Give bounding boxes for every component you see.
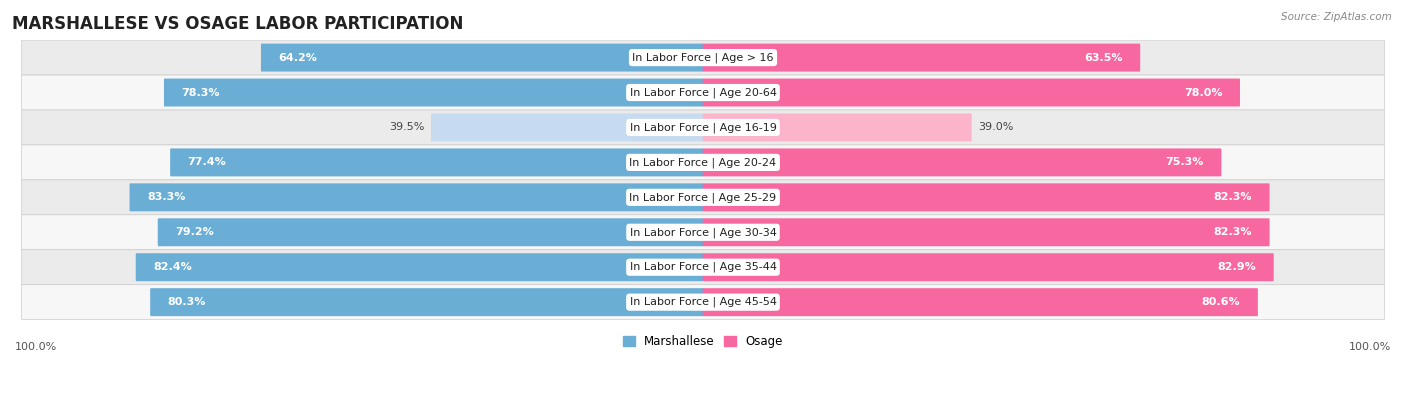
Text: In Labor Force | Age > 16: In Labor Force | Age > 16 <box>633 52 773 63</box>
Text: In Labor Force | Age 20-64: In Labor Force | Age 20-64 <box>630 87 776 98</box>
FancyBboxPatch shape <box>21 180 1385 215</box>
Text: 82.3%: 82.3% <box>1213 192 1251 202</box>
FancyBboxPatch shape <box>150 288 703 316</box>
Text: In Labor Force | Age 16-19: In Labor Force | Age 16-19 <box>630 122 776 133</box>
FancyBboxPatch shape <box>21 285 1385 320</box>
Text: 75.3%: 75.3% <box>1166 157 1204 167</box>
FancyBboxPatch shape <box>165 79 703 107</box>
Text: 39.5%: 39.5% <box>389 122 425 132</box>
Text: 82.3%: 82.3% <box>1213 227 1251 237</box>
Text: 78.3%: 78.3% <box>181 88 219 98</box>
FancyBboxPatch shape <box>703 183 1270 211</box>
Text: Source: ZipAtlas.com: Source: ZipAtlas.com <box>1281 12 1392 22</box>
FancyBboxPatch shape <box>21 75 1385 110</box>
FancyBboxPatch shape <box>430 113 703 141</box>
FancyBboxPatch shape <box>21 40 1385 75</box>
FancyBboxPatch shape <box>157 218 703 246</box>
Text: In Labor Force | Age 35-44: In Labor Force | Age 35-44 <box>630 262 776 273</box>
Text: 100.0%: 100.0% <box>1348 342 1391 352</box>
Text: In Labor Force | Age 45-54: In Labor Force | Age 45-54 <box>630 297 776 307</box>
FancyBboxPatch shape <box>703 253 1274 281</box>
Text: In Labor Force | Age 20-24: In Labor Force | Age 20-24 <box>630 157 776 167</box>
FancyBboxPatch shape <box>21 250 1385 285</box>
FancyBboxPatch shape <box>129 183 703 211</box>
Text: 79.2%: 79.2% <box>176 227 214 237</box>
FancyBboxPatch shape <box>136 253 703 281</box>
FancyBboxPatch shape <box>703 79 1240 107</box>
Text: 82.4%: 82.4% <box>153 262 193 272</box>
Text: 83.3%: 83.3% <box>148 192 186 202</box>
Text: 77.4%: 77.4% <box>187 157 226 167</box>
Text: 82.9%: 82.9% <box>1218 262 1256 272</box>
Text: In Labor Force | Age 30-34: In Labor Force | Age 30-34 <box>630 227 776 237</box>
Text: 78.0%: 78.0% <box>1184 88 1222 98</box>
FancyBboxPatch shape <box>21 110 1385 145</box>
FancyBboxPatch shape <box>703 218 1270 246</box>
Legend: Marshallese, Osage: Marshallese, Osage <box>619 330 787 353</box>
FancyBboxPatch shape <box>262 43 703 71</box>
FancyBboxPatch shape <box>170 149 703 177</box>
Text: In Labor Force | Age 25-29: In Labor Force | Age 25-29 <box>630 192 776 203</box>
Text: 80.6%: 80.6% <box>1202 297 1240 307</box>
FancyBboxPatch shape <box>703 113 972 141</box>
Text: MARSHALLESE VS OSAGE LABOR PARTICIPATION: MARSHALLESE VS OSAGE LABOR PARTICIPATION <box>13 15 464 33</box>
FancyBboxPatch shape <box>21 215 1385 250</box>
Text: 39.0%: 39.0% <box>979 122 1014 132</box>
FancyBboxPatch shape <box>703 288 1258 316</box>
Text: 100.0%: 100.0% <box>15 342 58 352</box>
FancyBboxPatch shape <box>703 43 1140 71</box>
FancyBboxPatch shape <box>703 149 1222 177</box>
Text: 80.3%: 80.3% <box>167 297 207 307</box>
FancyBboxPatch shape <box>21 145 1385 180</box>
Text: 63.5%: 63.5% <box>1084 53 1122 62</box>
Text: 64.2%: 64.2% <box>278 53 318 62</box>
